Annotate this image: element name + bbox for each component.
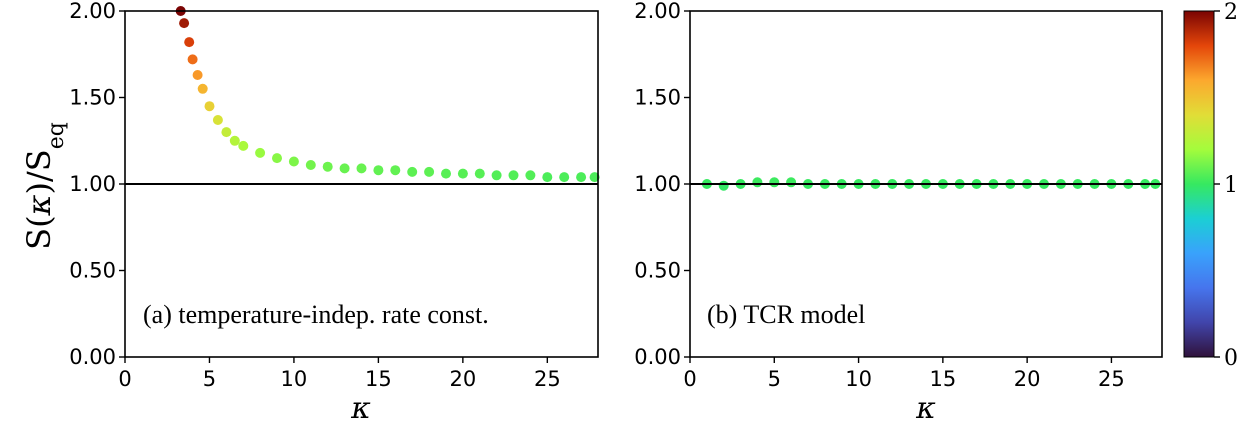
colorbar-ticks: 0 1 2 <box>1214 0 1238 371</box>
x-tick-label: 0 <box>118 367 131 391</box>
panel-b-x-axis-label: κ <box>915 391 936 426</box>
y-axis-label: S(κ)/Seq <box>20 122 69 250</box>
y-tick-label: 0.50 <box>634 259 681 283</box>
panel-b: 0 5 10 15 20 25 0.00 0.50 1.00 1.50 2.00 κ (b) TC… <box>634 0 1163 426</box>
y-tick-label: 0.00 <box>69 345 116 369</box>
colorbar-tick-label: 0 <box>1224 346 1238 371</box>
colorbar-gradient <box>1183 10 1215 358</box>
panel-a-point <box>204 101 215 112</box>
colorbar-tick-label: 2 <box>1224 0 1238 25</box>
x-tick-label: 20 <box>1014 367 1041 391</box>
panel-a-point <box>491 170 502 181</box>
panel-a: 0 5 10 15 20 25 0.00 0.50 1.00 1.50 2.00 κ (a) te… <box>69 0 600 426</box>
panel-a-point <box>272 153 282 164</box>
panel-a-point <box>356 163 367 174</box>
panel-a-point <box>305 160 316 170</box>
y-tick-label: 1.50 <box>634 86 681 110</box>
x-tick-label: 25 <box>1098 367 1125 391</box>
panel-b-point <box>718 180 729 191</box>
panel-a-point <box>221 127 232 138</box>
panel-a-point <box>255 147 266 158</box>
panel-a-point <box>542 172 553 183</box>
x-tick-label: 15 <box>929 367 956 391</box>
panel-a-point <box>339 163 350 174</box>
panel-a-point <box>457 168 468 179</box>
panel-b-xticks: 0 5 10 15 20 25 <box>683 357 1125 391</box>
colorbar-tick-label: 1 <box>1224 173 1238 198</box>
panel-a-point <box>373 165 384 176</box>
panel-a-point <box>576 172 587 183</box>
x-tick-label: 10 <box>845 367 872 391</box>
panel-a-point <box>441 168 451 179</box>
y-tick-label: 2.00 <box>69 0 116 23</box>
panel-a-point <box>212 115 223 125</box>
panel-a-point <box>407 166 418 177</box>
panel-a-yticks: 0.00 0.50 1.00 1.50 2.00 <box>69 0 125 369</box>
panel-a-point <box>559 172 570 183</box>
panel-a-point <box>184 37 195 48</box>
y-tick-label: 1.00 <box>69 172 116 196</box>
x-tick-label: 5 <box>203 367 216 391</box>
panel-a-point <box>322 161 333 172</box>
panel-a-point <box>589 172 600 183</box>
x-tick-label: 15 <box>365 367 392 391</box>
panel-a-point <box>424 166 435 177</box>
panel-a-point <box>508 170 519 181</box>
x-tick-label: 20 <box>449 367 476 391</box>
panel-a-point <box>390 165 401 176</box>
panel-a-x-axis-label: κ <box>350 391 371 426</box>
y-tick-label: 1.50 <box>69 86 116 110</box>
panel-a-points <box>175 6 600 183</box>
panel-b-point <box>752 177 763 188</box>
y-tick-label: 0.50 <box>69 259 116 283</box>
panel-b-point <box>786 177 797 188</box>
panel-a-point <box>474 168 485 179</box>
x-tick-label: 25 <box>534 367 561 391</box>
panel-a-point <box>229 135 240 146</box>
panel-a-annotation: (a) temperature-indep. rate const. <box>143 300 489 329</box>
x-tick-label: 5 <box>768 367 781 391</box>
colorbar: 0 1 2 <box>1183 0 1238 371</box>
panel-a-point <box>525 170 536 181</box>
panel-b-annotation: (b) TCR model <box>707 300 865 329</box>
panel-b-point <box>769 177 780 188</box>
panel-b-yticks: 0.00 0.50 1.00 1.50 2.00 <box>634 0 690 369</box>
y-tick-label: 1.00 <box>634 172 681 196</box>
panel-a-point <box>179 18 190 29</box>
panel-a-point <box>192 70 203 80</box>
x-tick-label: 10 <box>281 367 308 391</box>
y-tick-label: 0.00 <box>634 345 681 369</box>
panel-a-point <box>288 156 299 167</box>
panel-a-point <box>238 140 249 151</box>
y-tick-label: 2.00 <box>634 0 681 23</box>
panel-a-xticks: 0 5 10 15 20 25 <box>118 357 561 391</box>
panel-a-point <box>197 83 208 94</box>
panel-a-point <box>187 54 198 65</box>
x-tick-label: 0 <box>683 367 696 391</box>
